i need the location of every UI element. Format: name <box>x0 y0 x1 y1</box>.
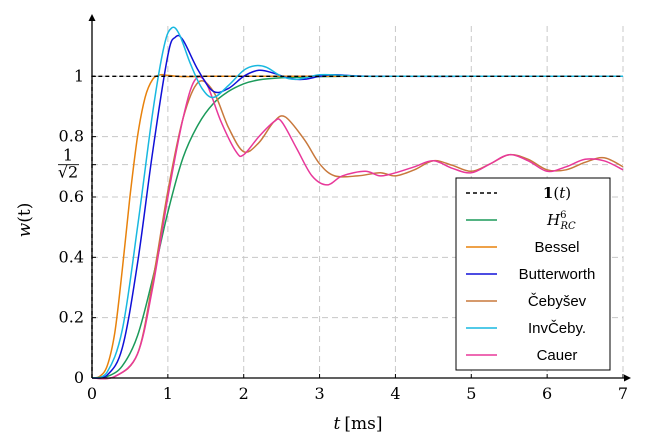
legend-label-2: Bessel <box>534 239 579 256</box>
legend: 1(t) H6 RC Bessel Butterworth Čebyšev InvČeby.… <box>455 177 611 371</box>
legend-label-5: InvČeby. <box>528 320 586 337</box>
legend-label-1: H6 RC <box>546 210 576 232</box>
x-tick-label: 1 <box>163 384 173 403</box>
legend-label-3: Butterworth <box>519 266 596 283</box>
legend-label-0: 1(t) <box>543 184 571 202</box>
y-tick-label: 0.6 <box>59 187 84 206</box>
y-axis-label: w(t) <box>15 203 35 238</box>
y-tick-label: 1 <box>74 66 84 85</box>
y-tick-label: 0 <box>74 368 84 387</box>
x-tick-label: 3 <box>314 384 324 403</box>
tick-labels: 0 1 2 3 4 5 6 700.20.40.60.811√2 <box>58 66 628 403</box>
x-axis-label: t [ms] <box>334 414 383 434</box>
legend-label-4: Čebyšev <box>528 293 587 310</box>
y-tick-label: 0.8 <box>59 127 84 146</box>
x-tick-label: 4 <box>390 384 400 403</box>
series-line-6 <box>91 76 624 380</box>
x-tick-label: 2 <box>239 384 249 403</box>
x-tick-label: 7 <box>618 384 628 403</box>
y-tick-label: 0.2 <box>59 308 84 327</box>
x-tick-label: 0 <box>87 384 97 403</box>
y-axis-arrow <box>88 14 96 21</box>
y-tick-special-numerator: 1 <box>63 146 73 165</box>
x-axis-arrow <box>624 374 631 382</box>
series-line-5 <box>91 26 623 379</box>
y-tick-label: 0.4 <box>59 247 84 266</box>
x-tick-label: 5 <box>466 384 476 403</box>
y-tick-special-denominator: √2 <box>58 163 78 182</box>
legend-label-6: Cauer <box>537 347 578 364</box>
x-tick-label: 6 <box>542 384 552 403</box>
